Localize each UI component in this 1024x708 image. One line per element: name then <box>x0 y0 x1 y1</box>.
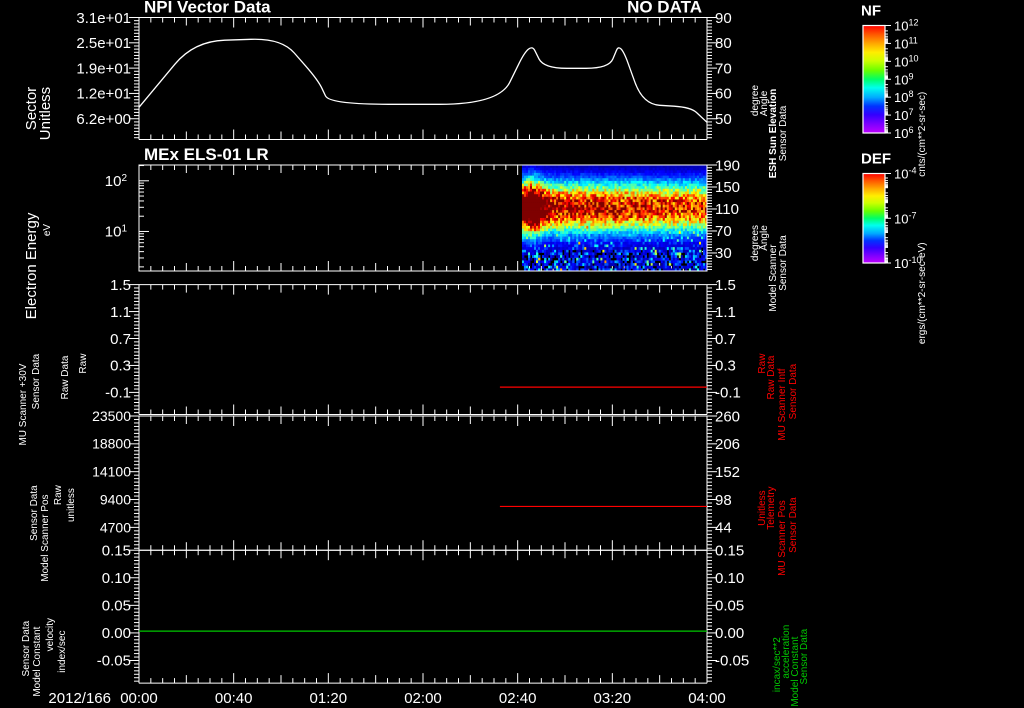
svg-text:03:20: 03:20 <box>594 690 632 707</box>
svg-text:0.10: 0.10 <box>715 570 744 587</box>
svg-text:degree: degree <box>750 84 761 116</box>
svg-text:-0.05: -0.05 <box>97 653 131 670</box>
svg-text:80: 80 <box>715 35 732 52</box>
svg-text:1.1: 1.1 <box>110 304 131 321</box>
svg-text:Electron Energy: Electron Energy <box>23 212 40 319</box>
svg-text:23500: 23500 <box>92 408 131 424</box>
svg-text:Model Scanner Pos: Model Scanner Pos <box>40 494 51 581</box>
svg-text:0.10: 0.10 <box>102 570 131 587</box>
svg-text:-0.1: -0.1 <box>105 385 131 402</box>
svg-text:unitless: unitless <box>66 488 77 522</box>
svg-text:-0.1: -0.1 <box>715 385 741 402</box>
svg-text:50: 50 <box>715 111 732 128</box>
svg-text:60: 60 <box>715 86 732 103</box>
svg-text:152: 152 <box>715 464 740 481</box>
svg-text:Sensor Data: Sensor Data <box>778 105 789 161</box>
svg-text:98: 98 <box>715 492 732 509</box>
svg-text:0.7: 0.7 <box>715 331 736 348</box>
svg-text:0.15: 0.15 <box>102 542 131 559</box>
svg-text:MEx ELS-01 LR: MEx ELS-01 LR <box>144 145 269 164</box>
svg-text:Raw: Raw <box>757 353 768 374</box>
svg-text:02:40: 02:40 <box>499 690 537 707</box>
svg-text:cnts/(cm**2-sr-sec): cnts/(cm**2-sr-sec) <box>917 92 928 177</box>
svg-text:0.7: 0.7 <box>110 331 131 348</box>
svg-text:Sensor Data: Sensor Data <box>21 620 32 676</box>
svg-text:00:40: 00:40 <box>215 690 253 707</box>
svg-text:Sensor Data: Sensor Data <box>778 235 789 291</box>
svg-text:Unitless: Unitless <box>757 490 768 526</box>
svg-text:1.9e+01: 1.9e+01 <box>76 60 131 77</box>
svg-text:0.00: 0.00 <box>102 625 131 642</box>
svg-text:Raw: Raw <box>53 484 64 505</box>
svg-text:0.3: 0.3 <box>715 358 736 375</box>
svg-text:Raw: Raw <box>78 353 89 374</box>
svg-text:MU Scanner Intf: MU Scanner Intf <box>777 368 788 440</box>
svg-text:0.00: 0.00 <box>715 625 744 642</box>
svg-text:Sensor Data: Sensor Data <box>29 485 40 541</box>
svg-text:ergs/(cm**2-sr-sec-eV): ergs/(cm**2-sr-sec-eV) <box>917 242 928 344</box>
svg-text:260: 260 <box>715 408 740 425</box>
svg-text:150: 150 <box>715 179 740 196</box>
svg-text:14100: 14100 <box>92 464 131 480</box>
svg-text:1.2e+01: 1.2e+01 <box>76 86 131 103</box>
svg-text:NF: NF <box>861 3 881 20</box>
svg-text:44: 44 <box>715 520 732 537</box>
svg-text:4700: 4700 <box>100 519 131 535</box>
svg-text:1.1: 1.1 <box>715 304 736 321</box>
svg-text:Raw Data: Raw Data <box>60 355 71 399</box>
svg-text:-0.05: -0.05 <box>715 653 749 670</box>
svg-text:Model Constant: Model Constant <box>32 626 43 696</box>
svg-text:Sensor Data: Sensor Data <box>788 497 799 553</box>
svg-text:Sensor Data: Sensor Data <box>788 363 799 419</box>
svg-text:6.2e+00: 6.2e+00 <box>76 111 131 128</box>
svg-text:0.05: 0.05 <box>102 598 131 615</box>
svg-text:1.5: 1.5 <box>110 277 131 294</box>
svg-text:2.5e+01: 2.5e+01 <box>76 35 131 52</box>
svg-text:9400: 9400 <box>100 491 131 507</box>
svg-text:30: 30 <box>715 245 732 262</box>
svg-text:01:20: 01:20 <box>310 690 348 707</box>
svg-text:190: 190 <box>715 157 740 174</box>
svg-text:02:00: 02:00 <box>404 690 442 707</box>
svg-text:2012/166: 2012/166 <box>48 690 111 707</box>
svg-text:0.15: 0.15 <box>715 542 744 559</box>
svg-text:eV: eV <box>42 224 53 237</box>
svg-text:Unitless: Unitless <box>37 87 54 140</box>
svg-text:0.3: 0.3 <box>110 358 131 375</box>
svg-text:index/sec: index/sec <box>57 631 68 673</box>
svg-text:NPI Vector Data: NPI Vector Data <box>144 0 271 17</box>
svg-text:70: 70 <box>715 60 732 77</box>
svg-text:90: 90 <box>715 10 732 27</box>
svg-text:velocity: velocity <box>45 618 56 651</box>
svg-text:18800: 18800 <box>92 436 131 452</box>
svg-text:110: 110 <box>715 201 739 218</box>
svg-text:Sensor Data: Sensor Data <box>31 353 42 409</box>
svg-text:3.1e+01: 3.1e+01 <box>76 10 131 27</box>
svg-text:0.05: 0.05 <box>715 598 744 615</box>
svg-text:degrees: degrees <box>750 225 761 261</box>
svg-text:1.5: 1.5 <box>715 277 736 294</box>
svg-text:DEF: DEF <box>861 151 891 168</box>
svg-text:04:00: 04:00 <box>688 690 726 707</box>
svg-text:incax/sec**2: incax/sec**2 <box>772 637 783 692</box>
svg-text:00:00: 00:00 <box>120 690 158 707</box>
svg-text:70: 70 <box>715 223 732 240</box>
svg-text:NO DATA: NO DATA <box>627 0 702 17</box>
svg-text:MU Scanner Pos: MU Scanner Pos <box>777 500 788 576</box>
svg-text:206: 206 <box>715 436 740 453</box>
svg-text:Model Scanner: Model Scanner <box>768 244 779 312</box>
svg-text:MU Scanner +30V: MU Scanner +30V <box>18 363 29 445</box>
